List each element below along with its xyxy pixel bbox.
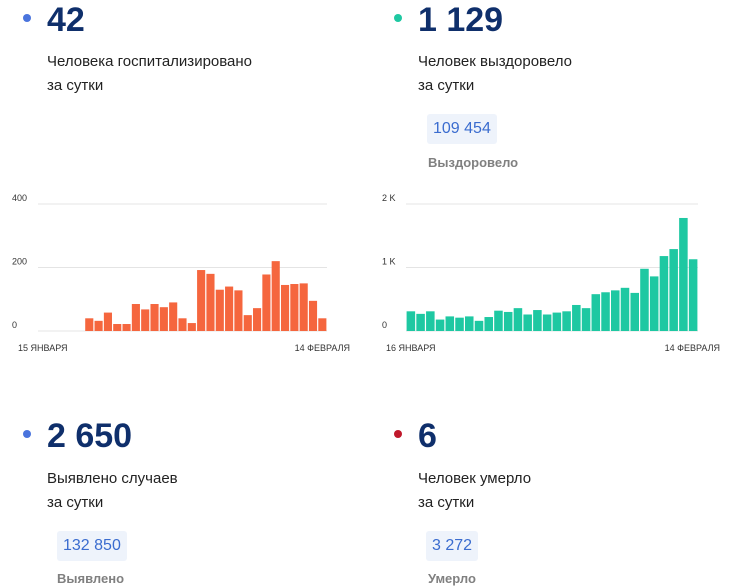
bar [299, 283, 308, 332]
bars [406, 217, 698, 331]
bar [640, 268, 649, 331]
cases-dot-icon [23, 430, 31, 438]
bar [113, 324, 122, 331]
hospitalized-desc-line1: Человека госпитализировано [47, 53, 253, 70]
cases-desc-line2: за сутки [47, 494, 104, 511]
cases-total-badge: 132 850 [57, 531, 127, 561]
recovered-total-badge: 109 454 [427, 114, 497, 144]
bar [197, 270, 206, 331]
y-tick-label: 400 [12, 193, 27, 203]
y-tick-label: 2 K [382, 193, 396, 203]
bar [262, 274, 271, 331]
bar [215, 289, 224, 331]
bar [572, 304, 581, 331]
hospitalized-dot-icon [23, 14, 31, 22]
bar [426, 311, 435, 331]
bar [542, 314, 552, 331]
bar [103, 312, 112, 331]
bars [85, 261, 327, 332]
y-tick-label: 200 [12, 257, 27, 267]
bar [141, 309, 150, 331]
x-start-label: 15 ЯНВАРЯ [18, 343, 68, 353]
x-start-label: 16 ЯНВАРЯ [386, 343, 436, 353]
bar [455, 317, 464, 331]
deaths-total-badge: 3 272 [426, 531, 479, 561]
bar [591, 294, 601, 331]
bar [474, 320, 484, 331]
recovered-dot-icon [394, 14, 402, 22]
bar [523, 314, 532, 331]
bar [601, 292, 610, 331]
cases-value: 2 650 [47, 417, 133, 455]
deaths-total-label: Умерло [428, 571, 476, 586]
hospitalized-value: 42 [47, 1, 85, 39]
recovered-total-label: Выздоровело [428, 155, 519, 170]
bar [243, 315, 252, 332]
bar [159, 307, 168, 331]
bar [659, 256, 669, 331]
y-grid [406, 203, 698, 332]
bar [169, 302, 178, 331]
y-ticks: 400 200 0 [12, 193, 27, 330]
bar [484, 317, 493, 331]
bar [630, 292, 639, 331]
bar [494, 310, 503, 331]
bar [406, 311, 416, 331]
bar [206, 273, 215, 331]
y-tick-label: 1 K [382, 257, 396, 267]
bar [290, 284, 299, 331]
deaths-dot-icon [394, 430, 402, 438]
bar [435, 319, 445, 331]
bar [513, 308, 523, 331]
bar [611, 290, 620, 331]
deaths-desc-line1: Человек умерло [418, 470, 532, 487]
bar [649, 276, 659, 331]
bar [669, 249, 678, 331]
bar [581, 308, 591, 331]
bar [552, 312, 562, 331]
y-ticks: 2 K 1 K 0 [382, 193, 396, 330]
bar [271, 261, 280, 331]
bar [416, 313, 425, 331]
cases-total-label: Выявлено [57, 571, 125, 586]
x-end-label: 14 ФЕВРАЛЯ [665, 343, 720, 353]
bar [122, 324, 131, 331]
cases-desc-line1: Выявлено случаев [47, 470, 178, 487]
bar [318, 318, 327, 331]
bar [131, 304, 140, 331]
bar [253, 308, 262, 331]
deaths-desc-line2: за сутки [418, 494, 475, 511]
recovered-value: 1 129 [418, 1, 504, 39]
bar [187, 323, 196, 331]
bar [562, 311, 571, 331]
hospitalized-chart: 400 200 0 15 ЯНВАРЯ 14 ФЕВРАЛЯ [12, 193, 350, 353]
deaths-value: 6 [418, 417, 437, 455]
y-tick-label: 0 [382, 320, 387, 330]
bar [150, 304, 159, 331]
bar [679, 217, 688, 331]
recovered-chart: 2 K 1 K 0 16 ЯНВАРЯ 14 ФЕВРАЛЯ [382, 193, 720, 353]
bar [688, 259, 698, 331]
bar [308, 300, 318, 331]
bar [225, 286, 234, 331]
bar [94, 320, 103, 331]
hospitalized-desc-line2: за сутки [47, 77, 104, 94]
x-end-label: 14 ФЕВРАЛЯ [295, 343, 350, 353]
bar [234, 290, 243, 331]
y-tick-label: 0 [12, 320, 17, 330]
recovered-desc-line1: Человек выздоровело [418, 53, 572, 70]
bar [620, 287, 630, 331]
bar [503, 311, 513, 331]
bar [533, 310, 542, 331]
bar [445, 316, 455, 331]
bar [465, 316, 474, 331]
bar [85, 318, 94, 331]
bar [178, 318, 187, 331]
recovered-desc-line2: за сутки [418, 77, 475, 94]
bar [280, 284, 290, 331]
